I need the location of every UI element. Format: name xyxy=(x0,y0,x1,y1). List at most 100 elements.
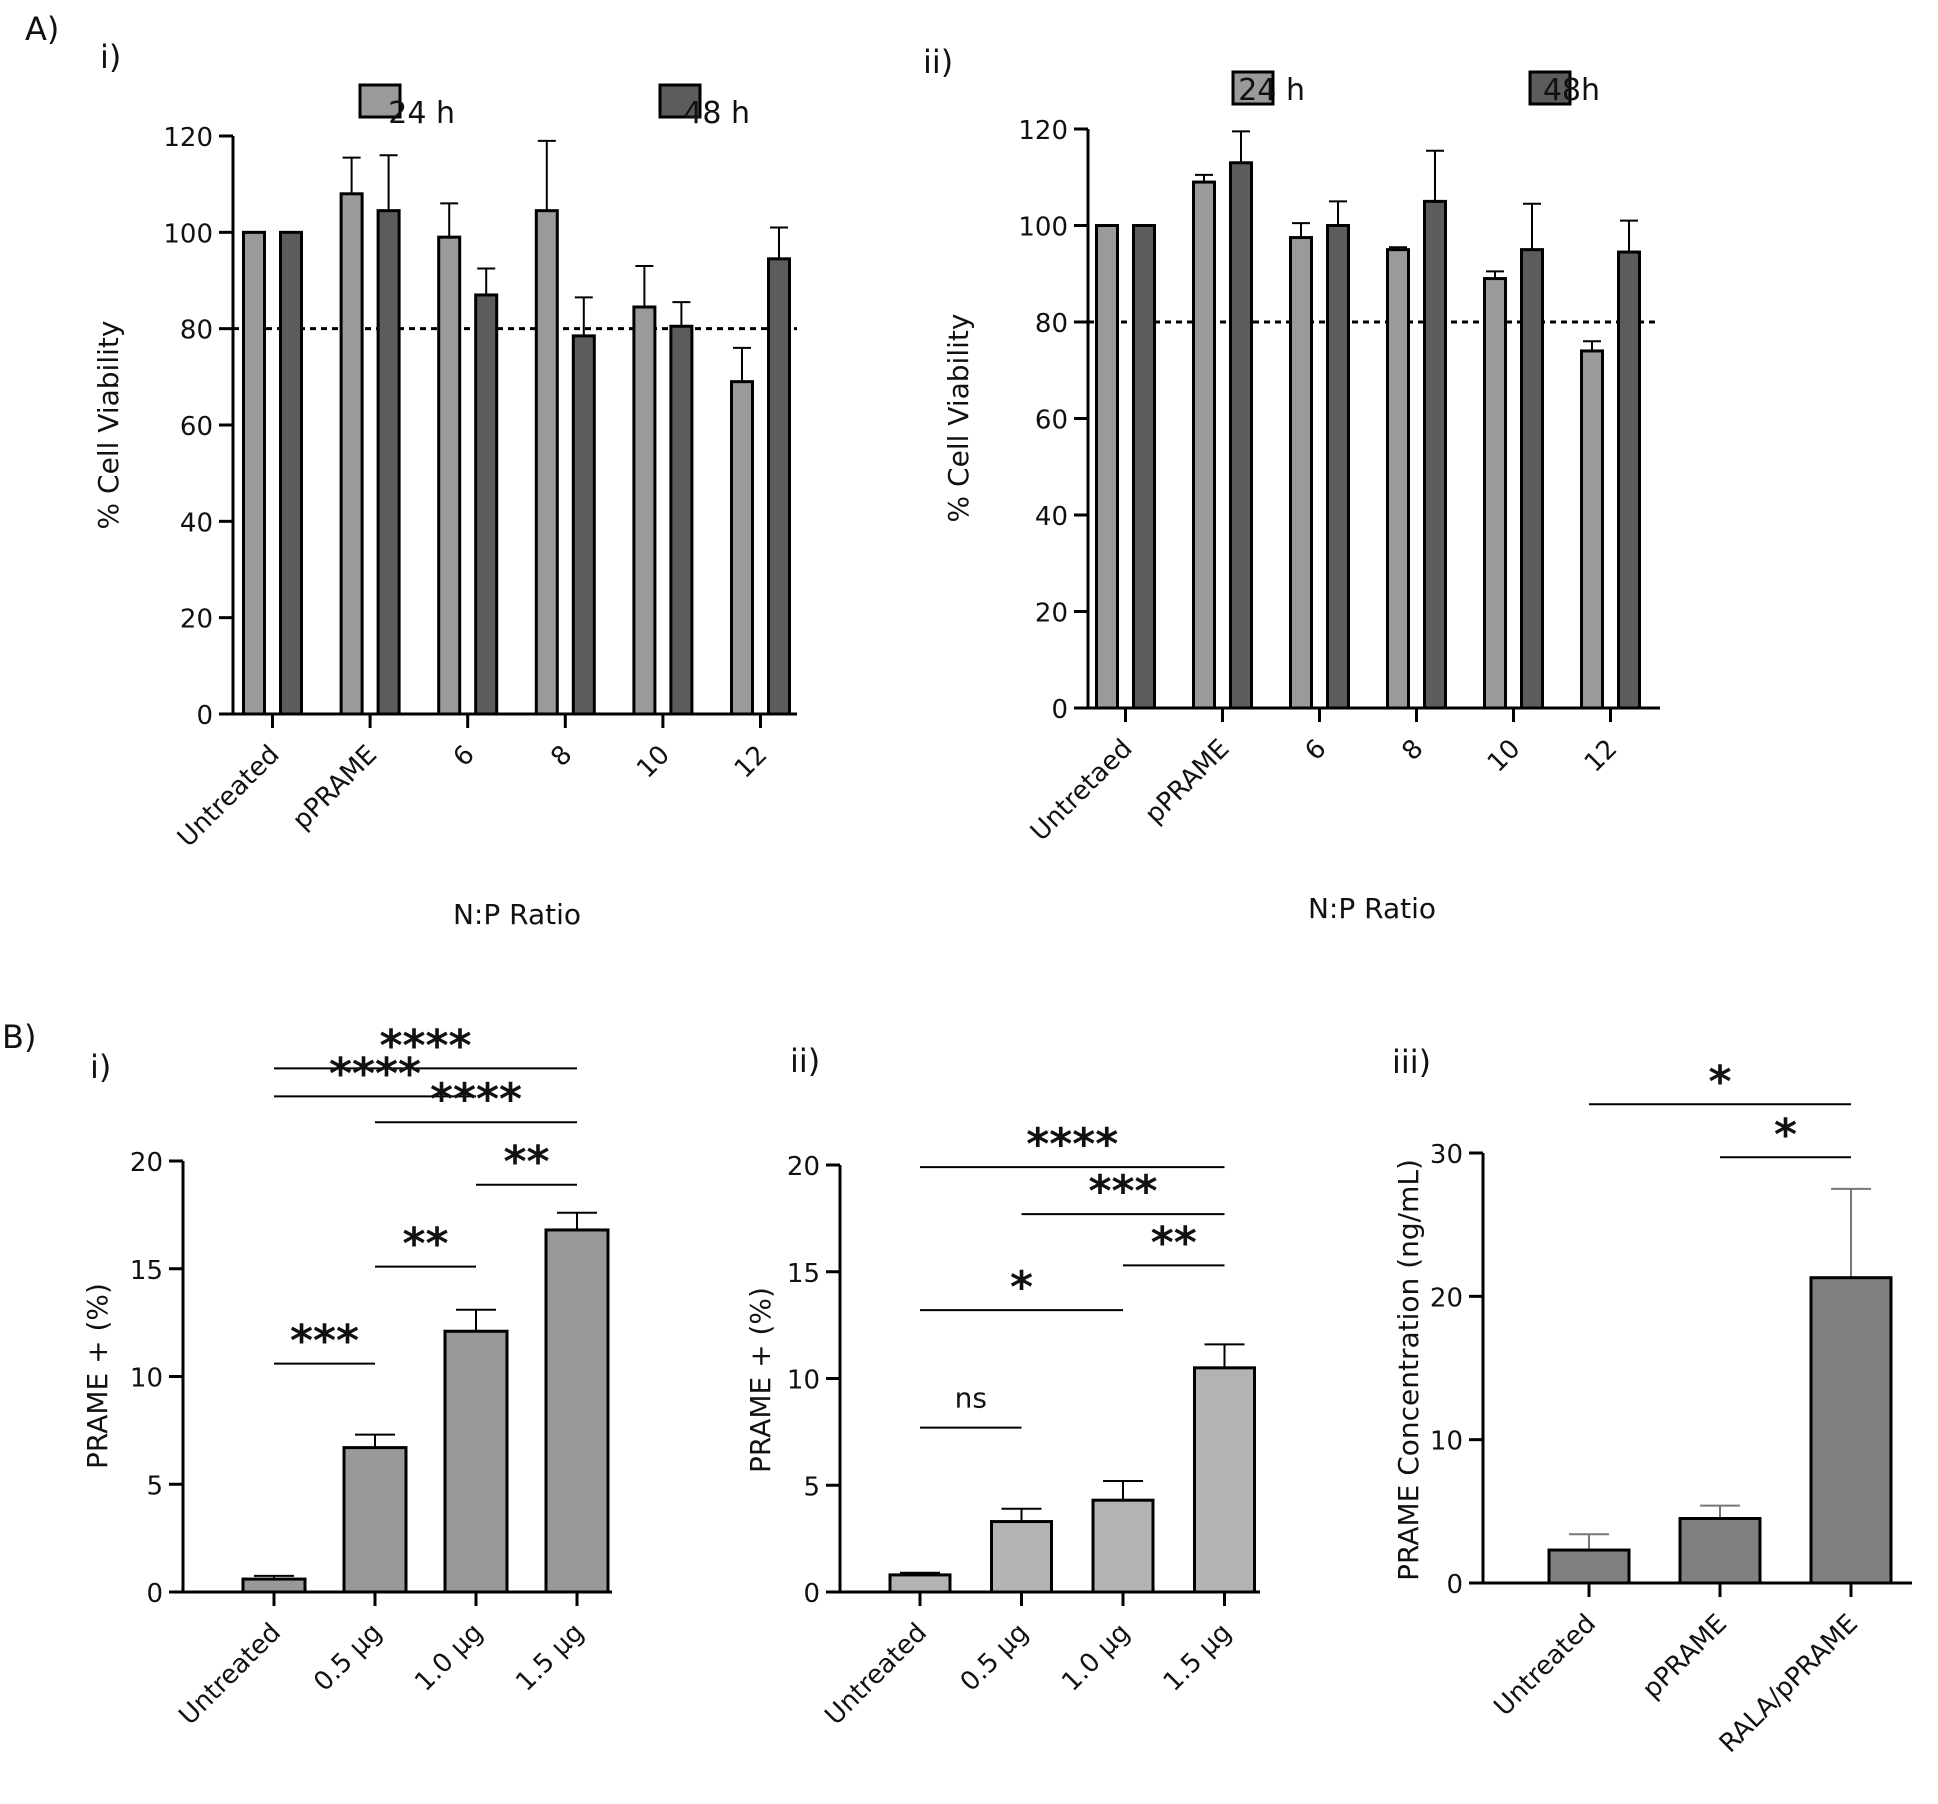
bar xyxy=(1095,224,1119,710)
x-tick-label: 0.5 μg xyxy=(955,1618,1035,1698)
bar xyxy=(1091,1498,1155,1594)
y-axis-label: % Cell Viability xyxy=(942,314,975,523)
x-tick-label: Untretaed xyxy=(1025,734,1138,847)
x-tick-label: Untreated xyxy=(819,1618,932,1731)
significance-label: ns xyxy=(955,1382,987,1415)
y-axis-label: PRAME + (%) xyxy=(744,1287,777,1473)
significance-label: **** xyxy=(379,1020,471,1071)
bar xyxy=(730,380,754,716)
significance-label: **** xyxy=(1026,1119,1118,1170)
bar xyxy=(1678,1517,1762,1585)
significance-label: **** xyxy=(329,1048,421,1099)
x-tick-label: pPRAME xyxy=(287,740,383,836)
x-tick-label: RALA/pPRAME xyxy=(1714,1609,1864,1759)
y-tick-label: 60 xyxy=(180,412,213,442)
y-axis-label: % Cell Viability xyxy=(92,321,125,530)
x-tick-label: Untreated xyxy=(173,1618,286,1731)
y-tick-label: 5 xyxy=(146,1471,163,1501)
y-tick-label: 40 xyxy=(180,508,213,538)
legend-swatch xyxy=(358,83,402,119)
bar xyxy=(1547,1548,1631,1585)
significance-label: *** xyxy=(1088,1166,1157,1217)
significance-label: **** xyxy=(430,1074,522,1125)
y-tick-label: 80 xyxy=(1035,309,1068,339)
bar xyxy=(544,1228,610,1594)
panel-label: i) xyxy=(90,1048,111,1086)
y-axis-label: PRAME + (%) xyxy=(81,1283,114,1469)
chart-a-i: i) % Cell Viability 0 20 40 60 80 100 120 Untreat… xyxy=(92,38,797,931)
legend-label: 24 h xyxy=(1238,73,1305,108)
significance-label: ** xyxy=(503,1137,549,1188)
x-tick-label: 10 xyxy=(631,740,676,785)
panel-label: ii) xyxy=(923,43,953,81)
legend-swatch xyxy=(1231,70,1275,106)
x-axis-label: N:P Ratio xyxy=(1308,892,1436,925)
section-b-label: B) xyxy=(2,1018,36,1056)
bar xyxy=(1617,250,1641,710)
section-a-label: A) xyxy=(25,10,59,48)
x-tick-label: 8 xyxy=(1397,734,1430,767)
chart-b-i: i) PRAME + (%) 0 5 10 15 20 Untreated 0.5 μg 1.0 … xyxy=(81,1020,612,1731)
y-tick-label: 10 xyxy=(130,1364,163,1394)
y-tick-label: 20 xyxy=(1430,1283,1463,1313)
x-tick-label: 0.5 μg xyxy=(308,1618,388,1698)
bar xyxy=(437,235,462,716)
y-tick-label: 120 xyxy=(163,123,213,153)
bar xyxy=(632,305,657,716)
bar xyxy=(1520,248,1544,710)
y-tick-label: 0 xyxy=(1446,1570,1463,1600)
bar xyxy=(1580,349,1604,710)
x-tick-label: 8 xyxy=(545,740,578,773)
y-tick-label: 0 xyxy=(146,1579,163,1609)
bar xyxy=(1289,236,1313,710)
y-tick-label: 40 xyxy=(1035,502,1068,532)
y-tick-label: 0 xyxy=(1051,695,1068,725)
bar xyxy=(1192,180,1216,710)
bar xyxy=(443,1329,509,1594)
x-tick-label: 12 xyxy=(729,740,774,785)
significance-label: * xyxy=(1774,1109,1797,1160)
legend-label: 48 h xyxy=(683,96,750,131)
x-tick-label: 1.0 μg xyxy=(1056,1618,1136,1698)
bar xyxy=(669,324,694,716)
y-tick-label: 80 xyxy=(180,316,213,346)
bar xyxy=(1483,277,1507,710)
x-tick-label: 1.5 μg xyxy=(510,1618,590,1698)
bar xyxy=(474,293,499,716)
legend-label: 48h xyxy=(1543,73,1600,108)
x-tick-label: 12 xyxy=(1579,734,1624,779)
panel-label: ii) xyxy=(790,1042,820,1080)
bar xyxy=(888,1573,952,1594)
bar xyxy=(1326,224,1350,710)
chart-b-ii: ii) PRAME + (%) 0 5 10 15 20 Untreated 0.5 μg 1.0… xyxy=(744,1042,1260,1731)
x-tick-label: Untreated xyxy=(1488,1609,1601,1722)
significance-label: ** xyxy=(402,1219,448,1270)
legend-label: 24 h xyxy=(388,96,455,131)
bar xyxy=(1193,1366,1256,1594)
y-tick-label: 20 xyxy=(787,1152,820,1182)
x-axis-label: N:P Ratio xyxy=(453,898,581,931)
x-tick-label: 6 xyxy=(1300,734,1333,767)
y-tick-label: 0 xyxy=(196,701,213,731)
y-tick-label: 20 xyxy=(1035,599,1068,629)
bar xyxy=(534,209,559,716)
y-tick-label: 5 xyxy=(803,1472,820,1502)
significance-label: *** xyxy=(290,1316,359,1367)
bar xyxy=(376,209,401,716)
x-tick-label: 6 xyxy=(448,740,481,773)
y-tick-label: 20 xyxy=(180,605,213,635)
x-tick-label: 1.0 μg xyxy=(409,1618,489,1698)
legend-swatch xyxy=(658,83,702,119)
y-axis-label: PRAME Concentration (ng/mL) xyxy=(1392,1159,1425,1581)
y-tick-label: 10 xyxy=(787,1366,820,1396)
chart-a-ii: ii) % Cell Viability 0 20 40 60 80 100 120 Untret… xyxy=(923,43,1660,925)
y-tick-label: 30 xyxy=(1430,1140,1463,1170)
legend-swatch xyxy=(1528,70,1572,106)
bar xyxy=(242,230,266,716)
panel-label: i) xyxy=(100,38,121,76)
bar xyxy=(339,192,364,716)
panel-label: iii) xyxy=(1392,1043,1431,1081)
bar xyxy=(1423,199,1447,710)
